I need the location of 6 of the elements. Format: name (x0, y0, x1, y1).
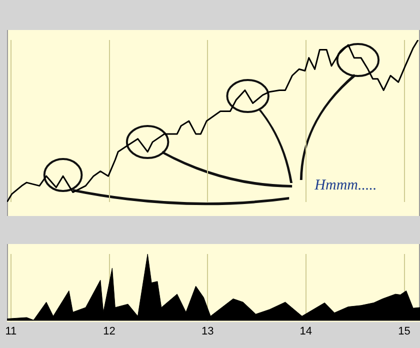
x-tick-label: 11 (5, 325, 17, 338)
x-tick-label: 12 (103, 325, 116, 338)
x-tick-label: 15 (398, 325, 410, 338)
annotation: Hmmm..... (314, 178, 377, 194)
x-tick-label: 14 (300, 325, 312, 338)
x-tick-label: 13 (201, 325, 214, 338)
